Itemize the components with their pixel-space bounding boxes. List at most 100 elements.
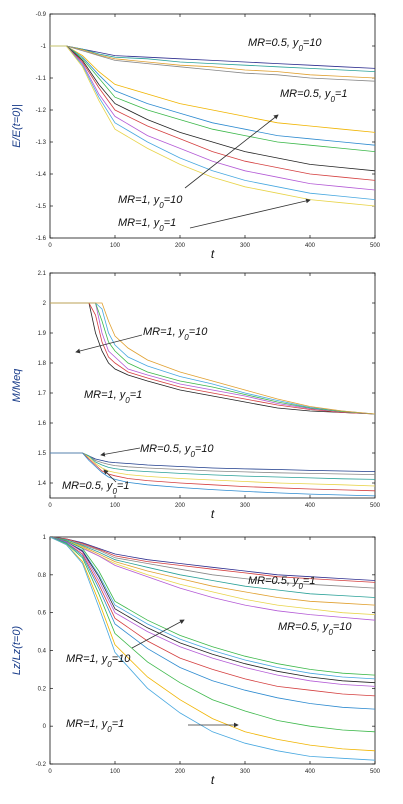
- y-tick-label: 1.7: [38, 391, 47, 397]
- annotation-label: MR=0.5, y0=10: [248, 37, 322, 53]
- series-line-2: [50, 45, 375, 72]
- series-line-10: [50, 537, 375, 684]
- series-line-12: [50, 452, 375, 497]
- x-tick-label: 200: [175, 503, 186, 509]
- series-line-6: [50, 45, 375, 146]
- annotation-label: MR=1, y0=1: [118, 217, 176, 233]
- x-tick-label: 500: [370, 769, 381, 775]
- series-line-12: [50, 537, 375, 697]
- series-line-11: [50, 45, 375, 200]
- y-tick-label: 2.1: [38, 271, 47, 277]
- y-tick-label: 0.2: [38, 686, 47, 692]
- x-tick-label: 0: [48, 503, 52, 509]
- series-line-15: [50, 537, 375, 752]
- series-line-7: [50, 45, 375, 152]
- y-tick-label: 1.6: [38, 421, 47, 427]
- x-tick-label: 500: [370, 503, 381, 509]
- series-line-10: [50, 45, 375, 191]
- series-line-11: [50, 537, 375, 687]
- series-line-8: [50, 452, 375, 475]
- series-line-5: [50, 45, 375, 133]
- series-line-10: [50, 452, 375, 487]
- y-tick-label: -1.1: [36, 76, 47, 82]
- x-tick-label: 400: [305, 243, 316, 249]
- chart-panel-2: 0 100 200 300 400 500 1.4 1.5 1.6 1.7 1.8 1.9 2 2.1 t M…: [11, 271, 381, 521]
- series-line-9: [50, 45, 375, 181]
- y-tick-label: 0.6: [38, 611, 47, 617]
- annotation-label: MR=1, y0=10: [66, 653, 131, 669]
- series-line-7: [50, 452, 375, 472]
- series-line-8: [50, 45, 375, 172]
- y-tick-label: 0.4: [38, 649, 47, 655]
- x-tick-label: 300: [240, 243, 251, 249]
- annotation-arrow: [75, 334, 143, 354]
- annotation-label: MR=0.5, y0=10: [140, 443, 214, 459]
- y-axis-label: E/E(t=0)|: [11, 104, 23, 148]
- y-tick-label: -1.2: [36, 108, 47, 114]
- series-line-9: [50, 537, 375, 680]
- series-line-6: [50, 537, 375, 615]
- series-line-4: [50, 537, 375, 598]
- x-tick-label: 400: [305, 769, 316, 775]
- annotation-label: MR=0.5, y0=1: [280, 88, 347, 104]
- x-tick-label: 0: [48, 769, 52, 775]
- y-tick-label: 1.9: [38, 331, 47, 337]
- plot-frame: [49, 272, 376, 499]
- x-tick-label: 100: [110, 243, 121, 249]
- x-axis-label: t: [211, 247, 215, 261]
- annotation-arrow: [100, 447, 141, 457]
- annotation-label: MR=0.5, y0=10: [278, 621, 352, 637]
- series-line-8: [50, 537, 375, 676]
- x-tick-label: 200: [175, 243, 186, 249]
- series-line-11: [50, 452, 375, 492]
- annotation-label: MR=1, y0=1: [84, 389, 142, 405]
- annotation-label: MR=1, y0=10: [143, 326, 208, 342]
- y-tick-label: -1.6: [36, 236, 47, 242]
- y-tick-label: -1.3: [36, 140, 47, 146]
- series-line-3: [50, 537, 375, 589]
- y-tick-label: -1.5: [36, 204, 47, 210]
- x-tick-label: 100: [110, 769, 121, 775]
- plot-frame: [49, 13, 376, 239]
- x-tick-label: 200: [175, 769, 186, 775]
- x-tick-label: 0: [48, 243, 52, 249]
- y-tick-label: 1: [43, 535, 47, 541]
- y-tick-label: 2: [43, 301, 47, 307]
- series-line-9: [50, 452, 375, 480]
- annotation-arrow: [184, 114, 279, 189]
- y-tick-label: 0.8: [38, 573, 47, 579]
- chart-panel-1: 0 100 200 300 400 500 -0.9 -1 -1.1 -1.2 -1.3 -1.4 -1…: [11, 12, 381, 261]
- x-tick-label: 100: [110, 503, 121, 509]
- annotation-label: MR=1, y0=10: [118, 194, 183, 210]
- series-line-3: [50, 45, 375, 79]
- series-line-2: [50, 537, 375, 583]
- annotation-arrow: [131, 619, 185, 649]
- series-line-1: [50, 45, 375, 69]
- y-tick-label: -0.9: [36, 12, 47, 18]
- y-tick-label: -0.2: [36, 762, 47, 768]
- annotation-arrow: [189, 198, 311, 229]
- y-tick-label: 1.4: [38, 481, 47, 487]
- annotation-label: MR=1, y0=1: [66, 718, 124, 734]
- annotation-arrow: [103, 469, 117, 483]
- series-line-14: [50, 537, 375, 733]
- y-tick-label: 1.5: [38, 451, 47, 457]
- series-line-16: [50, 537, 375, 761]
- x-axis-label: t: [211, 773, 215, 787]
- series-line-5: [50, 537, 375, 606]
- series-line-1: [50, 537, 375, 581]
- x-tick-label: 300: [240, 503, 251, 509]
- x-tick-label: 400: [305, 503, 316, 509]
- annotation-label: MR=0.5, y0=1: [248, 575, 315, 591]
- series-line-13: [50, 537, 375, 710]
- chart-panel-3: 0 100 200 300 400 50010.80.60.40.20-0.2tLz/Lz…: [11, 535, 381, 787]
- x-axis-label: t: [211, 507, 215, 521]
- x-tick-label: 300: [240, 769, 251, 775]
- series-line-1: [50, 302, 375, 415]
- y-axis-label: M/Meq: [11, 368, 23, 403]
- annotation-label: MR=0.5, y0=1: [62, 480, 129, 496]
- series-line-2: [50, 302, 375, 415]
- series-line-4: [50, 45, 375, 82]
- y-tick-label: 1.8: [38, 361, 47, 367]
